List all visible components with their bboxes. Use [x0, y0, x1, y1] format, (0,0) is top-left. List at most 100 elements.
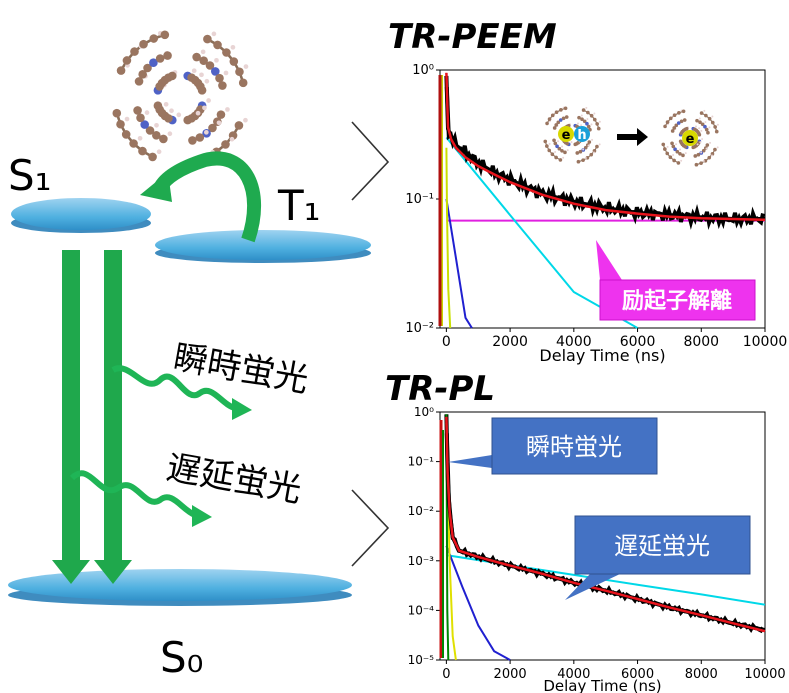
peem-chart: 0 2000 4000 6000 8000 10000 10⁰ 10⁻¹ 10⁻² Delay T… [405, 63, 787, 365]
molecule-atom [168, 71, 177, 81]
molecule-atom [213, 40, 222, 50]
molecule-atom [573, 142, 578, 147]
molecule-atom [706, 130, 710, 135]
molecule-hydrogen [169, 108, 174, 114]
molecule-atom [211, 67, 220, 76]
molecule-atom [208, 123, 217, 133]
molecule-atom [681, 109, 686, 114]
molecule-atom [665, 120, 670, 124]
electron-label: e [562, 128, 571, 143]
molecule-hydrogen [566, 149, 569, 152]
y-tick-label: 10⁻² [405, 321, 434, 336]
molecule-hydrogen [587, 144, 590, 147]
molecule-atom [676, 121, 681, 125]
molecule-atom [222, 48, 231, 57]
molecule-atom [589, 113, 594, 118]
molecule-hydrogen [700, 129, 703, 132]
molecule-hydrogen [570, 141, 573, 144]
molecule-hydrogen [154, 122, 159, 128]
molecule-atom [152, 131, 161, 140]
molecule-hydrogen [216, 120, 222, 126]
molecule-atom [116, 119, 125, 129]
molecule-hydrogen [699, 141, 702, 144]
s1-level [11, 198, 151, 233]
molecule-atom [581, 108, 586, 112]
molecule-hydrogen [672, 154, 675, 157]
molecule-atom [672, 113, 677, 118]
molecule-hydrogen [195, 110, 201, 116]
molecule-atom [582, 119, 587, 124]
molecule-right [661, 109, 719, 167]
y-tick-label: 10⁰ [414, 405, 434, 419]
molecule-atom [552, 138, 556, 143]
molecule-atom [138, 70, 147, 79]
y-tick-label: 10⁰ [412, 63, 434, 78]
molecule-atom [699, 161, 703, 165]
molecule-hydrogen [214, 57, 219, 63]
fit-line [445, 416, 766, 633]
molecule-atom [665, 151, 670, 156]
y-tick-label: 10⁻¹ [405, 192, 434, 207]
molecule-atom [563, 150, 567, 155]
molecule-atom [583, 145, 588, 150]
x-tick-label: 8000 [683, 334, 719, 350]
x-tick-label: 2000 [492, 334, 528, 350]
molecule-atom [564, 115, 569, 119]
molecule-atom [543, 139, 548, 144]
molecule-atom [163, 51, 172, 60]
molecule-atom [547, 148, 552, 153]
molecule-atom [576, 159, 581, 164]
molecule-hydrogen [708, 126, 711, 129]
molecule-atom [704, 127, 709, 132]
molecule-atom [713, 147, 717, 152]
molecule-atom [215, 73, 224, 83]
molecule-hydrogen [590, 123, 593, 126]
molecule-hydrogen [711, 154, 713, 157]
exciton-dissociation-label: 励起子解離 [622, 288, 732, 314]
molecule-hydrogen [680, 159, 683, 162]
chevron-pl-icon [351, 489, 390, 567]
molecule-atom [554, 110, 559, 115]
molecule-atom [575, 151, 580, 155]
molecule-atom [121, 130, 131, 139]
molecule-atom [238, 78, 248, 88]
molecule-hydrogen [548, 142, 551, 145]
molecule-hydrogen [577, 122, 579, 125]
molecule-hydrogen [598, 143, 601, 146]
x-tick-label: 0 [442, 667, 450, 682]
molecule-hydrogen [225, 107, 230, 112]
molecule-atom [671, 144, 676, 149]
prompt-emission-arrow [111, 365, 252, 420]
s0-label: S₀ [160, 633, 204, 682]
molecule-atom [122, 56, 132, 65]
molecule-hydrogen [243, 117, 248, 123]
molecule-atom [197, 86, 207, 95]
molecule-hydrogen [124, 116, 130, 122]
molecule-atom [682, 118, 687, 122]
molecule-hydrogen [591, 138, 594, 141]
molecule-hydrogen [167, 131, 173, 137]
molecule-atom [596, 126, 601, 131]
fit-line [445, 72, 766, 222]
molecule-atom [205, 61, 215, 70]
molecule-atom [550, 152, 555, 157]
molecule-atom [140, 120, 149, 129]
x-axis-label: Delay Time (ns) [539, 346, 665, 365]
molecule-atom [589, 152, 594, 157]
molecule-atom [663, 124, 667, 129]
x-tick-label: 6000 [621, 667, 654, 682]
molecule-hydrogen [580, 114, 583, 117]
molecule-hydrogen [582, 148, 585, 151]
y-tick-label: 10⁻⁵ [408, 653, 435, 667]
molecule-hydrogen [593, 112, 596, 115]
molecule-atom [136, 113, 145, 123]
molecule-atom [675, 149, 680, 154]
y-tick-label: 10⁻⁴ [408, 603, 435, 617]
x-tick-label: 8000 [685, 667, 718, 682]
molecule-hydrogen [698, 127, 701, 130]
molecule-hydrogen [704, 121, 707, 124]
molecule-hydrogen [684, 152, 687, 155]
molecule-atom [696, 152, 701, 157]
molecule-atom [133, 106, 142, 115]
